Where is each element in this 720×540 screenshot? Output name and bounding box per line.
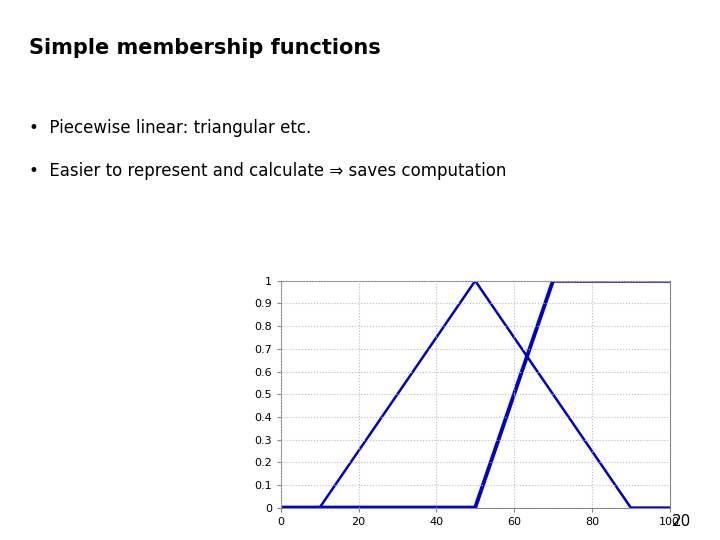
Text: Simple membership functions: Simple membership functions: [29, 38, 381, 58]
Text: •  Easier to represent and calculate ⇒ saves computation: • Easier to represent and calculate ⇒ sa…: [29, 162, 506, 180]
Text: •  Piecewise linear: triangular etc.: • Piecewise linear: triangular etc.: [29, 119, 311, 137]
Text: 20: 20: [672, 514, 691, 529]
